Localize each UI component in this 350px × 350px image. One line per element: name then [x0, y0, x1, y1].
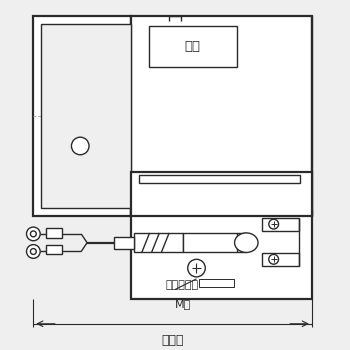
Circle shape: [71, 137, 89, 155]
Bar: [46, 245, 62, 254]
Bar: [262, 253, 299, 266]
Bar: [262, 218, 299, 231]
Circle shape: [30, 248, 36, 254]
Circle shape: [269, 219, 279, 229]
Bar: [33, 16, 131, 216]
Bar: [46, 228, 62, 238]
Circle shape: [30, 231, 36, 237]
Bar: [41, 24, 131, 209]
Bar: [131, 16, 312, 216]
Bar: [131, 172, 312, 216]
Bar: [131, 211, 312, 299]
Circle shape: [27, 227, 40, 241]
Circle shape: [269, 254, 279, 264]
Text: １３０: １３０: [161, 334, 184, 346]
Circle shape: [27, 245, 40, 258]
Text: M５: M５: [175, 299, 191, 309]
Bar: [139, 175, 300, 183]
Bar: [149, 26, 237, 67]
Bar: [199, 279, 233, 287]
Ellipse shape: [234, 233, 258, 252]
Bar: [114, 237, 134, 248]
Text: 銘板: 銘板: [184, 40, 201, 53]
Bar: [134, 233, 183, 252]
Bar: [183, 233, 237, 252]
Circle shape: [188, 259, 205, 277]
Text: アースネジ: アースネジ: [165, 280, 198, 289]
